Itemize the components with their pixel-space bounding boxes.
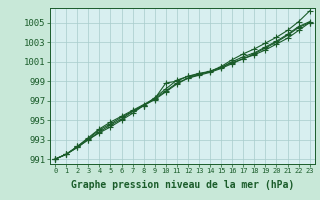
X-axis label: Graphe pression niveau de la mer (hPa): Graphe pression niveau de la mer (hPa): [71, 180, 294, 190]
